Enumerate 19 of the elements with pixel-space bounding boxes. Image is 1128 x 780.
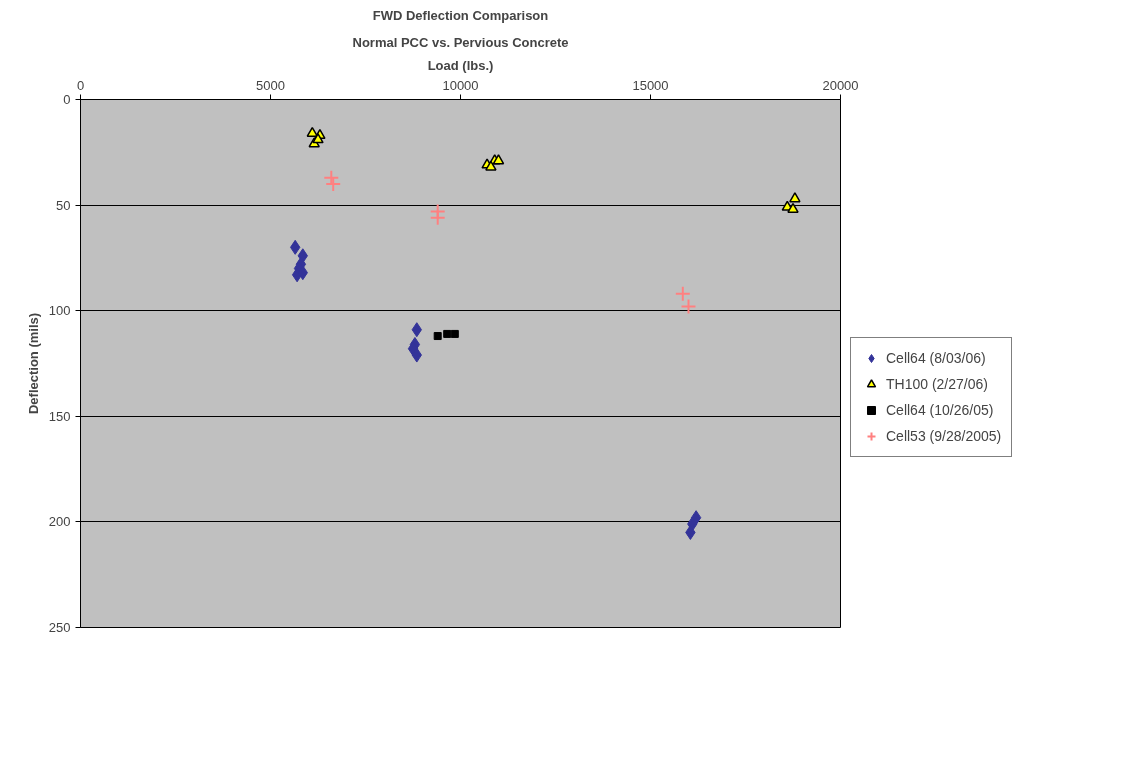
y-tick-label: 100 bbox=[48, 303, 71, 319]
chart-subtitle: Normal PCC vs. Pervious Concrete bbox=[352, 34, 569, 50]
chart-title: FWD Deflection Comparison bbox=[372, 7, 549, 23]
legend-label: Cell64 (8/03/06) bbox=[886, 350, 986, 366]
legend-label: Cell53 (9/28/2005) bbox=[886, 428, 1002, 444]
legend-label: TH100 (2/27/06) bbox=[886, 376, 988, 392]
y-tick-label: 50 bbox=[56, 197, 71, 213]
x-tick-label: 5000 bbox=[256, 77, 285, 93]
x-tick-label: 20000 bbox=[822, 77, 859, 93]
y-axis-title: Deflection (mils) bbox=[25, 312, 41, 415]
y-tick-label: 200 bbox=[48, 514, 71, 530]
y-tick-label: 250 bbox=[48, 620, 71, 635]
x-tick-label: 0 bbox=[76, 77, 85, 93]
legend-label: Cell64 (10/26/05) bbox=[886, 402, 994, 418]
x-axis-title: Load (lbs.) bbox=[427, 57, 494, 73]
y-tick-label: 150 bbox=[48, 408, 71, 424]
y-tick-label: 0 bbox=[63, 92, 71, 107]
x-tick-label: 10000 bbox=[442, 77, 479, 93]
x-tick-label: 15000 bbox=[632, 77, 669, 93]
